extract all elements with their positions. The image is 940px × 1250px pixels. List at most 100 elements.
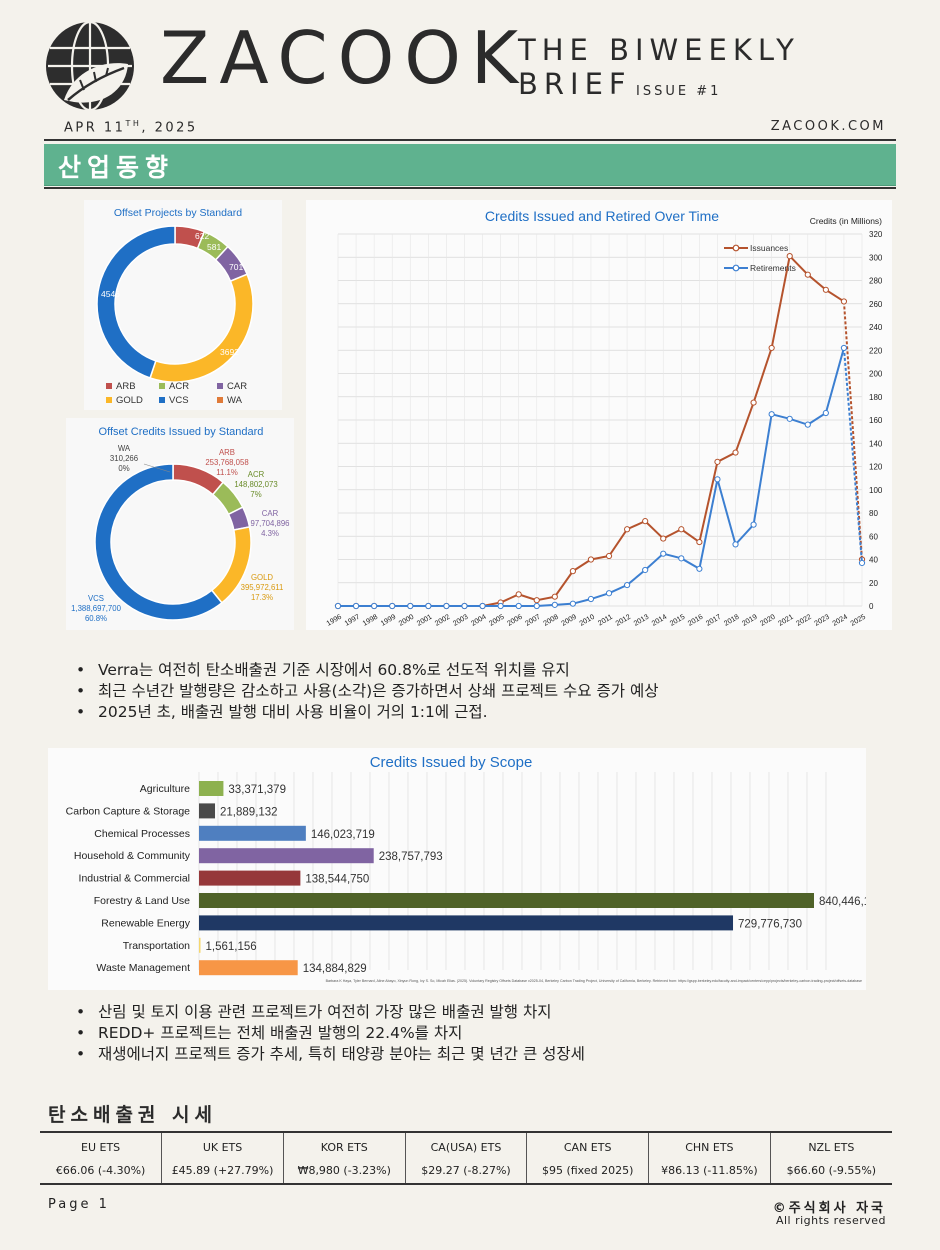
- data-point-issuances: [642, 518, 649, 525]
- x-tick-label: 2006: [505, 612, 523, 628]
- bar-value-label: 729,776,730: [738, 918, 802, 930]
- legend-acr: ACR: [169, 381, 189, 392]
- bar: [199, 915, 734, 931]
- legend-gold: GOLD: [116, 395, 143, 406]
- projects-donut-chart: Offset Projects by Standard 622 581 701 …: [96, 207, 254, 406]
- label-arb-value: 253,768,058: [205, 458, 248, 467]
- bullet-item: 최근 수년간 발행량은 감소하고 사용(소각)은 증가하면서 상쇄 프로젝트 수…: [72, 681, 658, 702]
- y-axis-label: Credits (in Millions): [810, 216, 882, 226]
- x-tick-label: 2019: [740, 612, 758, 628]
- label-vcs-value: 1,388,697,700: [71, 604, 122, 613]
- x-tick-label: 2007: [523, 612, 541, 628]
- legend-marker-retirements: [732, 264, 740, 272]
- data-point-retirements: [334, 602, 342, 610]
- data-point-issuances: [732, 449, 739, 456]
- data-point-retirements: [605, 590, 613, 597]
- x-tick-label: 2002: [433, 612, 451, 628]
- data-point-issuances: [515, 591, 522, 598]
- label-wa-name: WA: [118, 444, 131, 453]
- category-label: Waste Management: [96, 962, 190, 974]
- legend-swatch-wa: [217, 397, 223, 403]
- site-link[interactable]: ZACOOK.COM: [770, 119, 886, 134]
- rights-reserved: All rights reserved: [775, 1214, 886, 1227]
- label-car-pct: 4.3%: [261, 529, 279, 538]
- x-tick-label: 2016: [686, 612, 704, 628]
- category-label: Chemical Processes: [94, 828, 190, 840]
- market-price: ₩8,980 (-3.23%): [283, 1158, 406, 1184]
- legend-swatch-vcs: [159, 397, 165, 403]
- section-divider: [44, 187, 896, 189]
- credits-donut-chart: Offset Credits Issued by Standard WA 310…: [71, 426, 289, 623]
- page-number: Page 1: [48, 1197, 110, 1212]
- data-point-retirements: [587, 595, 595, 603]
- x-tick-label: 2012: [614, 612, 632, 628]
- y-tick-label: 40: [869, 556, 878, 565]
- bullet-item: 2025년 초, 배출권 발행 대비 사용 비율이 거의 1:1에 근접.: [72, 702, 658, 723]
- market-price: $29.27 (-8.27%): [405, 1158, 528, 1184]
- y-tick-label: 60: [869, 532, 878, 541]
- market-price: $66.60 (-9.55%): [786, 1164, 877, 1177]
- data-point-retirements: [389, 602, 396, 610]
- category-label: Transportation: [123, 940, 190, 952]
- brief-title-line1: THE BIWEEKLY: [518, 33, 800, 67]
- market-price: £45.89 (+27.79%): [161, 1158, 284, 1184]
- x-tick-label: 2013: [632, 612, 650, 628]
- data-point-issuances: [533, 597, 540, 604]
- market-price: €66.06 (-4.30%): [40, 1158, 163, 1184]
- category-label: Industrial & Commercial: [79, 873, 190, 885]
- data-point-retirements: [407, 602, 414, 610]
- data-point-retirements: [479, 602, 486, 610]
- x-tick-label: 1998: [361, 612, 379, 628]
- bar: [199, 870, 301, 886]
- x-tick-label: 2003: [451, 612, 469, 628]
- market-name: NZL ETS: [808, 1141, 855, 1154]
- data-point-retirements: [642, 566, 649, 574]
- y-tick-label: 320: [869, 230, 883, 239]
- bar: [199, 781, 224, 796]
- x-tick-label: 2024: [831, 612, 849, 628]
- data-point-issuances: [605, 552, 613, 560]
- x-tick-label: 2009: [560, 612, 578, 628]
- label-car-name: CAR: [262, 509, 279, 518]
- x-tick-label: 2004: [469, 612, 487, 628]
- market-name: CHN ETS: [648, 1132, 771, 1158]
- slice-label-gold: 3692: [220, 347, 239, 357]
- y-tick-label: 180: [869, 393, 883, 402]
- slice-label-acr: 581: [207, 242, 221, 252]
- category-label: Agriculture: [140, 783, 190, 795]
- y-tick-label: 280: [869, 277, 883, 286]
- header-divider: [44, 139, 896, 141]
- legend-swatch-arb: [106, 383, 112, 389]
- y-tick-label: 140: [869, 439, 883, 448]
- slice-label-car: 701: [229, 262, 243, 272]
- data-point-retirements: [569, 600, 576, 607]
- y-tick-label: 200: [869, 370, 883, 379]
- data-point-retirements: [840, 344, 848, 352]
- legend-swatch-acr: [159, 383, 165, 389]
- bullet-item: REDD+ 프로젝트는 전체 배출권 발행의 22.4%를 차지: [72, 1023, 585, 1044]
- y-tick-label: 0: [869, 602, 874, 611]
- data-point-issuances: [551, 593, 558, 600]
- x-tick-label: 2005: [487, 612, 505, 628]
- data-point-issuances: [714, 458, 721, 465]
- bar-value-label: 1,561,156: [206, 941, 257, 953]
- bar-value-label: 33,371,379: [228, 784, 286, 796]
- label-acr-value: 148,802,073: [234, 480, 277, 489]
- bar-value-label: 138,544,750: [305, 874, 369, 886]
- bar: [199, 848, 374, 864]
- label-gold-value: 395,972,611: [241, 583, 284, 592]
- market-name: UK ETS: [161, 1132, 284, 1158]
- issue-number: ISSUE #1: [636, 84, 722, 99]
- credits-donut-title: Offset Credits Issued by Standard: [99, 426, 264, 438]
- x-tick-label: 1996: [325, 612, 343, 628]
- market-price: $95 (fixed 2025): [526, 1158, 650, 1184]
- label-arb-name: ARB: [219, 448, 235, 457]
- section-title: 산업동향: [58, 153, 175, 182]
- y-tick-label: 160: [869, 416, 883, 425]
- legend-wa: WA: [227, 395, 243, 406]
- data-point-issuances: [569, 568, 576, 575]
- data-point-retirements: [732, 541, 739, 548]
- x-tick-label: 2008: [541, 612, 559, 628]
- data-point-issuances: [696, 538, 703, 546]
- x-tick-label: 2017: [704, 612, 722, 628]
